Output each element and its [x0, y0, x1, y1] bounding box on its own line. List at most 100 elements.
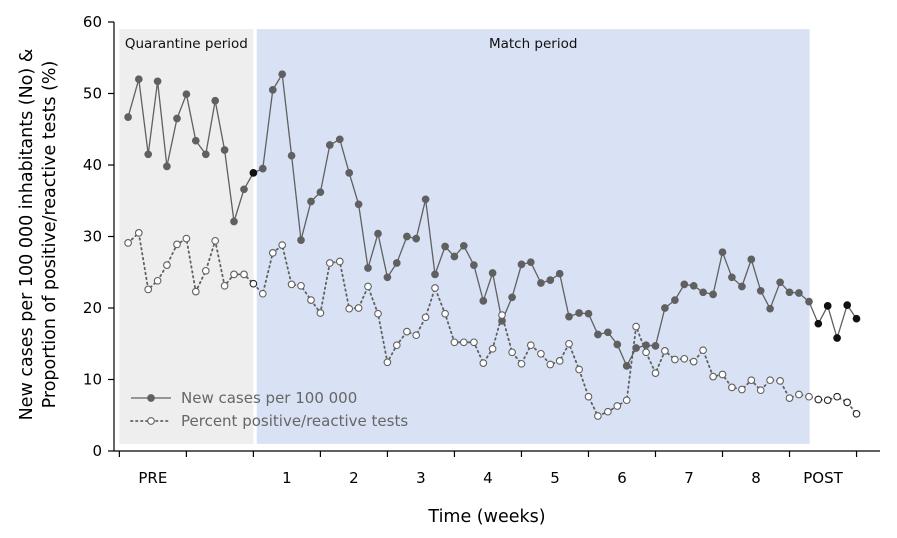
- x-tick-label: 8: [751, 469, 761, 487]
- y-tick-label: 20: [83, 299, 102, 317]
- point-new-cases-per-100-000: [575, 309, 583, 317]
- point-percent-positive-reactive-tests: [843, 398, 852, 407]
- period-bands: Quarantine period Match period: [119, 29, 810, 444]
- point-new-cases-per-100-000: [604, 328, 612, 337]
- point-percent-positive-reactive-tests: [747, 376, 756, 385]
- point-new-cases-per-100-000: [508, 293, 516, 302]
- point-new-cases-per-100-000: [173, 114, 181, 123]
- point-new-cases-per-100-000: [403, 232, 411, 241]
- y-axis-label-line-2: Proportion of positive/reactive tests (%…: [40, 61, 60, 409]
- point-new-cases-per-100-000: [153, 77, 162, 86]
- point-new-cases-per-100-000: [785, 288, 794, 297]
- point-percent-positive-reactive-tests: [709, 372, 717, 381]
- point-new-cases-per-100-000: [661, 304, 669, 312]
- point-new-cases-per-100-000: [843, 301, 852, 309]
- x-tick-label: 3: [416, 469, 426, 487]
- point-new-cases-per-100-000: [699, 288, 707, 297]
- axes: 0 10 20 30 40 50 60 PRE 1 2 3 4 5 6 7 8 POST: [83, 13, 880, 487]
- point-new-cases-per-100-000: [555, 269, 564, 278]
- point-new-cases-per-100-000: [488, 269, 497, 277]
- point-percent-positive-reactive-tests: [364, 282, 372, 291]
- point-percent-positive-reactive-tests: [584, 392, 593, 401]
- point-percent-positive-reactive-tests: [498, 311, 506, 319]
- x-tick-label: 4: [483, 469, 493, 487]
- point-new-cases-per-100-000: [526, 258, 535, 267]
- legend-label-percent-positive: Percent positive/reactive tests: [181, 412, 408, 430]
- y-tick-label: 50: [83, 85, 102, 103]
- point-percent-positive-reactive-tests: [412, 331, 421, 340]
- point-percent-positive-reactive-tests: [508, 348, 516, 357]
- point-percent-positive-reactive-tests: [441, 309, 449, 318]
- point-new-cases-per-100-000: [364, 264, 372, 272]
- point-percent-positive-reactive-tests: [488, 344, 497, 353]
- point-percent-positive-reactive-tests: [307, 296, 315, 304]
- point-new-cases-per-100-000: [718, 248, 727, 257]
- point-percent-positive-reactive-tests: [459, 338, 468, 347]
- point-percent-positive-reactive-tests: [613, 402, 622, 410]
- point-new-cases-per-100-000: [249, 169, 258, 177]
- band-label-match-period: Match period: [489, 36, 578, 52]
- point-new-cases-per-100-000: [287, 151, 296, 160]
- point-percent-positive-reactive-tests: [565, 339, 573, 348]
- point-new-cases-per-100-000: [642, 341, 650, 350]
- point-percent-positive-reactive-tests: [191, 287, 200, 296]
- point-new-cases-per-100-000: [220, 146, 229, 154]
- point-percent-positive-reactive-tests: [766, 376, 774, 385]
- point-percent-positive-reactive-tests: [537, 349, 545, 358]
- point-percent-positive-reactive-tests: [517, 359, 526, 368]
- point-new-cases-per-100-000: [134, 75, 143, 84]
- y-tick-label: 30: [83, 228, 102, 246]
- point-new-cases-per-100-000: [852, 314, 861, 323]
- point-new-cases-per-100-000: [163, 162, 171, 171]
- point-percent-positive-reactive-tests: [718, 370, 727, 379]
- point-new-cases-per-100-000: [833, 334, 841, 342]
- point-new-cases-per-100-000: [766, 304, 774, 313]
- point-percent-positive-reactive-tests: [805, 392, 813, 401]
- point-percent-positive-reactive-tests: [383, 358, 392, 367]
- point-percent-positive-reactive-tests: [335, 257, 344, 266]
- point-percent-positive-reactive-tests: [182, 234, 191, 243]
- point-percent-positive-reactive-tests: [594, 412, 602, 420]
- point-percent-positive-reactive-tests: [345, 304, 354, 313]
- point-percent-positive-reactive-tests: [220, 281, 229, 290]
- point-percent-positive-reactive-tests: [526, 341, 535, 350]
- point-percent-positive-reactive-tests: [392, 341, 401, 350]
- point-new-cases-per-100-000: [431, 270, 439, 279]
- point-new-cases-per-100-000: [584, 309, 593, 318]
- point-new-cases-per-100-000: [392, 259, 401, 267]
- point-new-cases-per-100-000: [728, 273, 736, 282]
- point-percent-positive-reactive-tests: [249, 279, 258, 288]
- point-percent-positive-reactive-tests: [153, 276, 162, 285]
- point-percent-positive-reactive-tests: [795, 390, 803, 399]
- point-new-cases-per-100-000: [747, 255, 756, 264]
- point-new-cases-per-100-000: [258, 164, 267, 173]
- point-percent-positive-reactive-tests: [671, 355, 679, 364]
- point-new-cases-per-100-000: [240, 185, 248, 194]
- point-percent-positive-reactive-tests: [575, 365, 583, 374]
- point-percent-positive-reactive-tests: [622, 396, 631, 405]
- point-new-cases-per-100-000: [307, 197, 315, 206]
- point-new-cases-per-100-000: [479, 297, 488, 305]
- point-percent-positive-reactive-tests: [240, 270, 248, 279]
- point-percent-positive-reactive-tests: [546, 360, 555, 369]
- point-new-cases-per-100-000: [412, 234, 421, 243]
- point-new-cases-per-100-000: [622, 362, 631, 370]
- point-new-cases-per-100-000: [191, 136, 200, 145]
- point-new-cases-per-100-000: [230, 217, 238, 226]
- point-percent-positive-reactive-tests: [852, 409, 861, 418]
- point-new-cases-per-100-000: [144, 150, 153, 159]
- legend-label-new-cases: New cases per 100 000: [181, 389, 357, 407]
- band-match-period: [256, 29, 810, 444]
- y-tick-label: 0: [92, 442, 102, 460]
- point-percent-positive-reactive-tests: [431, 284, 439, 292]
- y-axis-label-line-1: New cases per 100 000 inhabitants (No) &: [17, 48, 37, 420]
- point-percent-positive-reactive-tests: [211, 236, 220, 245]
- point-percent-positive-reactive-tests: [833, 392, 841, 401]
- point-new-cases-per-100-000: [537, 279, 545, 287]
- y-tick-label: 40: [83, 156, 102, 174]
- point-percent-positive-reactive-tests: [680, 354, 689, 363]
- point-new-cases-per-100-000: [211, 96, 220, 105]
- point-new-cases-per-100-000: [441, 242, 449, 251]
- point-percent-positive-reactive-tests: [421, 313, 430, 322]
